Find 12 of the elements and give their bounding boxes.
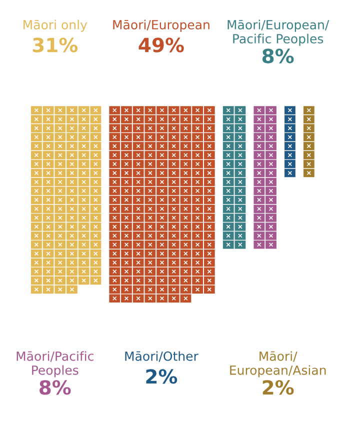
data-label: 8% [40,380,71,395]
data-label: 8% [262,48,294,64]
category-label: Māori/Pacific Peoples [16,351,94,378]
data-label: 49% [138,38,184,52]
category-label: Māori/European/ Pacific Peoples [228,20,330,46]
category-label: Māori/ European/Asian [230,351,326,378]
category-label: Māori/Other [125,351,198,362]
data-label: 2% [262,380,294,395]
category-label: Māori only [24,20,88,32]
data-label: 31% [32,38,78,52]
data-label: 2% [146,369,178,384]
category-label: Māori/European [113,20,210,32]
